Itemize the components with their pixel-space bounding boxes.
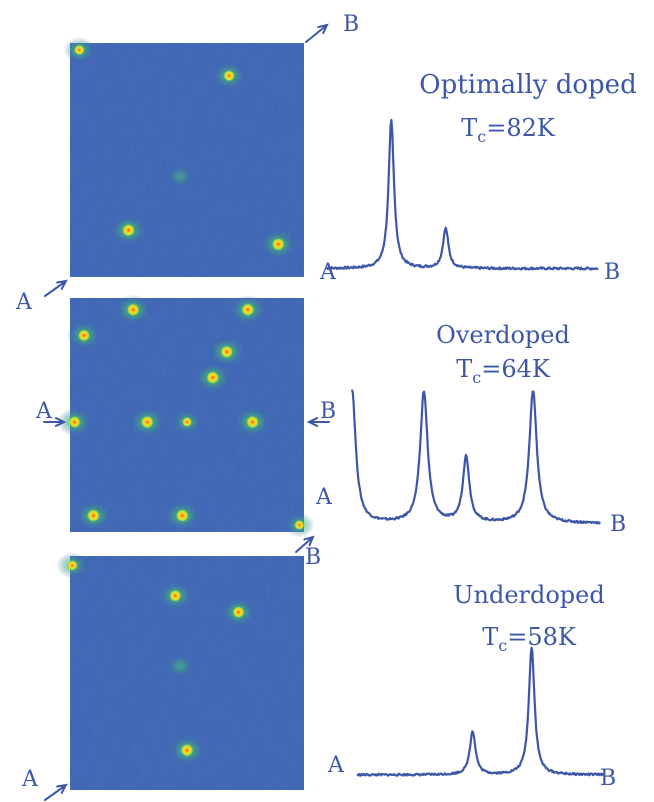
profile-line-1 <box>325 118 599 271</box>
spot-core-2-8 <box>246 415 260 429</box>
spot-core-2-9 <box>86 509 100 523</box>
panel-tc-2: Tc=64K <box>456 355 551 387</box>
profile-endpoint-a-2: A <box>315 485 333 510</box>
map-marker-b-2: B <box>320 399 336 424</box>
arrow-a-1 <box>44 279 68 297</box>
panel-title-2: Overdoped <box>436 321 570 349</box>
map-marker-a-2: A <box>35 399 53 424</box>
spot-core-2-7 <box>181 416 193 428</box>
spot-core-2-2 <box>77 329 91 342</box>
spot-core-1-1 <box>223 69 235 82</box>
spot-core-3-0 <box>66 559 78 571</box>
map-marker-a-3: A <box>21 767 39 792</box>
spots-2 <box>57 294 315 538</box>
profile-endpoint-a-1: A <box>319 260 337 285</box>
spot-core-2-11 <box>294 519 305 531</box>
spot-core-3-1 <box>169 589 182 602</box>
panel-title-1: Optimally doped <box>419 70 636 100</box>
spot-core-2-6 <box>140 415 154 429</box>
spot-core-3-2 <box>232 606 245 619</box>
spot-core-3-4 <box>180 743 194 757</box>
spot-core-1-0 <box>73 44 85 56</box>
spots-1 <box>63 36 297 260</box>
spot-core-1-3 <box>122 223 135 237</box>
spots-3 <box>56 552 256 766</box>
spot-halo-3-3 <box>166 654 194 678</box>
profile-endpoint-b-2: B <box>610 512 626 537</box>
map-marker-b-3: B <box>305 545 321 570</box>
arrow-b-1 <box>305 23 329 43</box>
arrow-b-2 <box>306 417 330 427</box>
panel-optimally-doped: A B Optimally doped Tc=82K A B <box>15 12 637 315</box>
arrow-b-3 <box>295 535 315 553</box>
spot-core-1-4 <box>271 237 285 251</box>
profile-line-3 <box>356 646 604 777</box>
profile-endpoint-b-1: B <box>604 260 620 285</box>
profile-endpoint-b-3: B <box>600 766 616 791</box>
profile-line-2 <box>350 389 601 525</box>
panel-overdoped: A B Overdoped Tc=64K A B <box>35 294 626 538</box>
spot-core-2-5 <box>68 415 81 429</box>
spot-core-2-10 <box>175 509 189 523</box>
arrow-a-3 <box>44 783 68 801</box>
profile-endpoint-a-3: A <box>327 753 345 778</box>
panel-underdoped: A B Underdoped Tc=58K A B <box>21 535 616 801</box>
arrow-a-2 <box>43 417 67 427</box>
spot-core-2-3 <box>220 345 234 359</box>
panel-tc-1: Tc=82K <box>461 114 556 146</box>
panel-tc-3: Tc=58K <box>482 623 577 655</box>
map-marker-b-1: B <box>343 12 359 37</box>
spot-core-2-4 <box>206 371 220 385</box>
spot-core-2-0 <box>126 303 140 317</box>
panel-title-3: Underdoped <box>453 581 604 609</box>
spot-halo-1-2 <box>167 165 193 188</box>
spot-core-2-1 <box>241 303 255 317</box>
map-marker-a-1: A <box>15 290 33 315</box>
